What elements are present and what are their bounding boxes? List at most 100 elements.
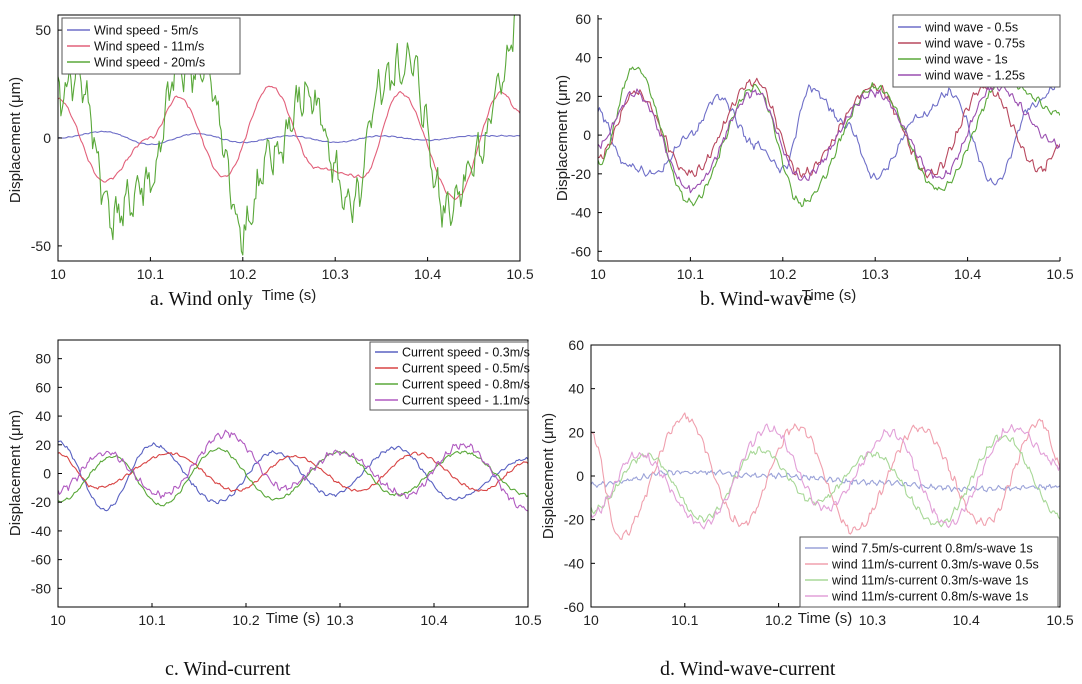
y-tick-label: -40 [31, 523, 51, 539]
y-tick-label: -20 [571, 166, 591, 182]
legend-label: wind 11m/s-current 0.3m/s-wave 0.5s [831, 558, 1039, 572]
chart-panel-3: 10 10.1 10.2 10.3 10.4 10.5 -80 -60 -40 -20 0 20 40 6… [7, 339, 542, 680]
series-line-2 [58, 451, 528, 493]
y-tick-label: 20 [568, 424, 584, 440]
x-tick-label: 10.5 [1046, 266, 1073, 282]
series-line-3 [58, 15, 516, 256]
y-axis-label: Displacement (μm) [554, 75, 571, 201]
x-tick-label: 10 [590, 266, 606, 282]
x-tick-label: 10.4 [420, 612, 447, 628]
chart-panel-4: 10 10.1 10.2 10.3 10.4 10.5 -60 -40 -20 0 20 40 60 Ti… [540, 337, 1074, 680]
legend-label: Current speed - 0.5m/s [402, 362, 530, 376]
panel-caption: d. Wind-wave-current [660, 658, 836, 680]
x-tick-label: 10 [50, 266, 66, 282]
series-line-2 [591, 412, 1060, 540]
chart-panel-1: 10 10.1 10.2 10.3 10.4 10.5 -50 0 50 Time (s) Disp… [7, 14, 534, 310]
y-tick-label: 0 [43, 130, 51, 146]
y-tick-label: 50 [35, 22, 51, 38]
y-tick-label: 0 [583, 127, 591, 143]
legend-label: wind wave - 0.5s [924, 21, 1018, 35]
x-tick-label: 10 [50, 612, 66, 628]
y-tick-label: -40 [571, 205, 591, 221]
y-tick-label: 0 [576, 468, 584, 484]
legend-label: Current speed - 0.8m/s [402, 378, 530, 392]
series-line-4 [58, 429, 528, 512]
series-line-1 [598, 82, 1060, 186]
y-axis-label: Displacement (μm) [7, 77, 24, 203]
legend-label: Wind speed - 5m/s [94, 24, 198, 38]
legend-label: Wind speed - 20m/s [94, 56, 205, 70]
legend-label: wind 11m/s-current 0.8m/s-wave 1s [831, 590, 1028, 604]
legend: wind 7.5m/s-current 0.8m/s-wave 1s wind 1… [799, 536, 1059, 608]
y-tick-label: 60 [568, 337, 584, 353]
panel-caption: a. Wind only [150, 288, 253, 310]
y-tick-label: -60 [571, 243, 591, 259]
x-tick-label: 10.5 [506, 266, 533, 282]
x-tick-label: 10.4 [414, 266, 441, 282]
x-axis-label: Time (s) [798, 610, 852, 627]
series-line-3 [58, 447, 528, 507]
legend-label: Current speed - 0.3m/s [402, 346, 530, 360]
x-tick-label: 10.1 [677, 266, 704, 282]
series-line-3 [598, 66, 1060, 208]
x-tick-label: 10.2 [769, 266, 796, 282]
chart-panel-2: 10 10.1 10.2 10.3 10.4 10.5 -60 -40 -20 0 20 40 60 Ti… [554, 11, 1074, 310]
series-line-3 [591, 434, 1060, 528]
x-tick-label: 10.3 [862, 266, 889, 282]
x-tick-label: 10.5 [514, 612, 541, 628]
legend: Wind speed - 5m/s Wind speed - 11m/s Wind … [61, 17, 241, 75]
x-tick-label: 10.3 [326, 612, 353, 628]
x-tick-label: 10 [583, 612, 599, 628]
x-tick-label: 10.2 [765, 612, 792, 628]
legend-label: wind wave - 0.75s [924, 37, 1025, 51]
series-line-1 [58, 130, 520, 146]
x-tick-label: 10.2 [232, 612, 259, 628]
x-axis-label: Time (s) [266, 610, 320, 627]
x-axis-label: Time (s) [802, 287, 856, 304]
legend-label: Wind speed - 11m/s [94, 40, 204, 54]
legend-label: wind 11m/s-current 0.3m/s-wave 1s [831, 574, 1028, 588]
series-line-1 [58, 440, 528, 512]
legend-label: wind wave - 1s [924, 53, 1008, 67]
y-tick-label: 60 [35, 379, 51, 395]
y-axis-label: Displacement (μm) [540, 413, 557, 539]
x-tick-label: 10.4 [953, 612, 980, 628]
legend-box [369, 341, 529, 411]
legend: wind wave - 0.5s wind wave - 0.75s wind wa… [892, 14, 1061, 88]
panel-caption: b. Wind-wave [700, 288, 812, 310]
legend: Current speed - 0.3m/s Current speed - 0.… [369, 341, 530, 411]
series-line-2 [58, 85, 520, 201]
y-tick-label: 20 [575, 88, 591, 104]
y-tick-label: 60 [575, 11, 591, 27]
y-tick-label: 20 [35, 437, 51, 453]
panel-caption: c. Wind-current [165, 658, 291, 680]
y-tick-label: 0 [43, 466, 51, 482]
legend-box [61, 17, 241, 75]
series-line-4 [591, 423, 1060, 530]
legend-label: wind 7.5m/s-current 0.8m/s-wave 1s [831, 542, 1033, 556]
x-tick-label: 10.4 [954, 266, 981, 282]
x-tick-label: 10.3 [859, 612, 886, 628]
x-tick-label: 10.3 [322, 266, 349, 282]
legend-label: wind wave - 1.25s [924, 69, 1025, 83]
y-tick-label: -60 [31, 552, 51, 568]
series-line-4 [598, 84, 1060, 194]
legend-label: Current speed - 1.1m/s [402, 394, 530, 408]
y-tick-label: -80 [31, 580, 51, 596]
y-axis-label: Displacement (μm) [7, 410, 24, 536]
y-tick-label: -50 [31, 238, 51, 254]
x-axis-label: Time (s) [262, 287, 316, 304]
x-tick-label: 10.1 [137, 266, 164, 282]
x-tick-label: 10.1 [138, 612, 165, 628]
y-tick-label: 40 [568, 381, 584, 397]
y-tick-label: 80 [35, 351, 51, 367]
x-tick-label: 10.5 [1046, 612, 1073, 628]
y-tick-label: -20 [564, 512, 584, 528]
legend-box [799, 536, 1059, 608]
y-tick-label: -40 [564, 555, 584, 571]
y-tick-label: -20 [31, 494, 51, 510]
x-tick-label: 10.2 [229, 266, 256, 282]
y-tick-label: 40 [35, 408, 51, 424]
y-tick-label: -60 [564, 599, 584, 615]
